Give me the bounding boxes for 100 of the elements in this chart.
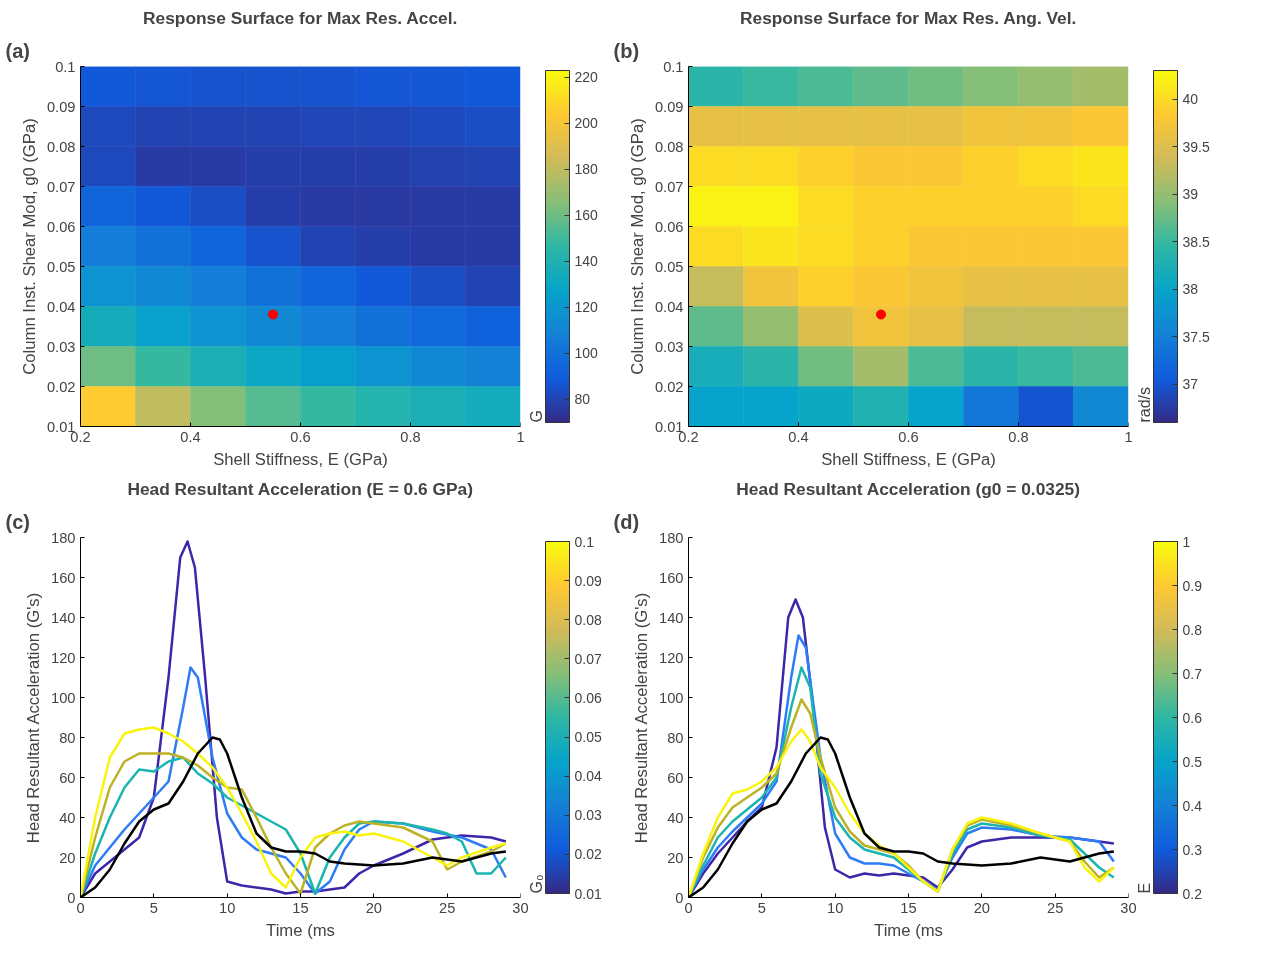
color-bar-label: 0.6 <box>1182 709 1203 726</box>
color-bar-label: 0.8 <box>1182 621 1203 638</box>
color-bar-label: 80 <box>574 391 591 408</box>
color-bar-label: 0.04 <box>574 768 602 785</box>
y-axis-title: Head Resultant Acceleration (G's) <box>24 592 44 844</box>
y-tick-label: 160 <box>659 569 684 586</box>
color-bar-label: 1 <box>1182 533 1191 550</box>
text: (b) <box>613 39 640 62</box>
color-bar-label: 220 <box>574 69 599 86</box>
y-tick-label: 120 <box>659 649 684 666</box>
color-bar-label: 0.01 <box>574 885 602 902</box>
color-bar-title: rad/s <box>1135 386 1153 423</box>
color-bar-label: 0.07 <box>574 650 602 667</box>
y-tick-label: 40 <box>667 809 684 826</box>
color-bar-title: G₀ <box>527 874 545 894</box>
x-tick-label: 10 <box>827 899 844 916</box>
y-tick-label: 60 <box>59 769 76 786</box>
y-tick-label: 0.06 <box>654 218 684 235</box>
color-bar-label: 0.2 <box>1182 885 1203 902</box>
y-tick-label: 0.07 <box>654 178 684 195</box>
color-bar-label: 37 <box>1182 376 1199 393</box>
color-bar-label: 0.09 <box>574 572 602 589</box>
color-bar-title: G <box>527 410 545 423</box>
color-bar-label: 0.02 <box>574 846 602 863</box>
x-axis-title: Time (ms <box>874 920 943 940</box>
x-tick-label: 15 <box>292 899 309 916</box>
x-tick-label: 30 <box>1120 899 1137 916</box>
x-tick-label: 20 <box>973 899 990 916</box>
x-axis-title: Shell Stiffness, E (GPa) <box>821 449 996 469</box>
color-bar-label: 120 <box>574 299 599 316</box>
y-tick-label: 100 <box>51 689 76 706</box>
y-tick-label: 0.04 <box>654 298 684 315</box>
color-bar-label: 0.9 <box>1182 577 1203 594</box>
x-tick-label: 10 <box>219 899 236 916</box>
y-tick-label: 0.1 <box>55 58 76 75</box>
y-tick-label: 20 <box>667 849 684 866</box>
x-tick-label: 5 <box>149 899 158 916</box>
text: (d) <box>613 510 640 533</box>
x-tick-label: 0.8 <box>1008 428 1029 445</box>
color-bar-label: 0.3 <box>1182 841 1203 858</box>
color-bar-label: 39.5 <box>1182 138 1210 155</box>
y-tick-label: 0.02 <box>654 378 684 395</box>
y-tick-label: 0.07 <box>46 178 76 195</box>
y-tick-label: 0.09 <box>654 98 684 115</box>
color-bar-label: 100 <box>574 345 599 362</box>
text: (a) <box>5 39 30 62</box>
x-tick-label: 15 <box>900 899 917 916</box>
x-tick-label: 1 <box>1124 428 1133 445</box>
x-axis-title: Shell Stiffness, E (GPa) <box>213 449 388 469</box>
y-tick-label: 60 <box>667 769 684 786</box>
chart-title: Head Resultant Acceleration (E = 0.6 GPa) <box>127 478 473 499</box>
color-bar-label: 38.5 <box>1182 233 1210 250</box>
x-tick-label: 0.4 <box>788 428 809 445</box>
y-tick-label: 0.03 <box>46 338 76 355</box>
y-tick-label: 0.08 <box>654 138 684 155</box>
x-axis-title: Time (ms <box>266 920 335 940</box>
y-axis-title: Column Inst. Shear Mod, g0 (GPa) <box>627 118 647 375</box>
y-tick-label: 0.1 <box>663 58 684 75</box>
color-bar-label: 0.1 <box>574 533 595 550</box>
y-tick-label: 140 <box>51 609 76 626</box>
chart-title: Head Resultant Acceleration (g0 = 0.0325) <box>736 478 1081 499</box>
color-bar-label: 200 <box>574 115 599 132</box>
color-bar-label: 40 <box>1182 91 1199 108</box>
y-tick-label: 0.05 <box>654 258 684 275</box>
color-bar-label: 39 <box>1182 186 1199 203</box>
color-bar-title: E <box>1135 882 1153 894</box>
y-tick-label: 20 <box>59 849 76 866</box>
x-tick-label: 0.6 <box>290 428 311 445</box>
y-tick-label: 0.05 <box>46 258 76 275</box>
y-tick-label: 80 <box>59 729 76 746</box>
x-tick-label: 0.4 <box>180 428 201 445</box>
color-bar-label: 0.7 <box>1182 665 1203 682</box>
y-tick-label: 0.04 <box>46 298 76 315</box>
x-tick-label: 0.8 <box>400 428 421 445</box>
y-tick-label: 120 <box>51 649 76 666</box>
x-tick-label: 0.6 <box>898 428 919 445</box>
x-tick-label: 25 <box>439 899 456 916</box>
y-tick-label: 0.09 <box>46 98 76 115</box>
chart-title: Response Surface for Max Res. Accel. <box>143 7 458 28</box>
color-bar-label: 37.5 <box>1182 328 1210 345</box>
color-bar-label: 140 <box>574 253 599 270</box>
y-tick-label: 0.03 <box>654 338 684 355</box>
y-axis-title: Head Resultant Acceleration (G's) <box>632 592 652 844</box>
y-tick-label: 180 <box>659 529 684 546</box>
y-tick-label: 160 <box>51 569 76 586</box>
color-bar-label: 160 <box>574 207 599 224</box>
y-tick-label: 40 <box>59 809 76 826</box>
chart-title: Response Surface for Max Res. Ang. Vel. <box>739 7 1077 28</box>
color-bar-label: 0.5 <box>1182 753 1203 770</box>
color-bar-label: 38 <box>1182 281 1199 298</box>
x-tick-label: 20 <box>365 899 382 916</box>
y-tick-label: 80 <box>667 729 684 746</box>
y-tick-label: 100 <box>659 689 684 706</box>
x-tick-label: 30 <box>512 899 529 916</box>
y-tick-label: 0.08 <box>46 138 76 155</box>
x-tick-label: 1 <box>516 428 525 445</box>
x-tick-label: 5 <box>757 899 766 916</box>
color-bar-label: 0.4 <box>1182 797 1203 814</box>
color-bar-label: 0.03 <box>574 807 602 824</box>
color-bar-label: 180 <box>574 161 599 178</box>
